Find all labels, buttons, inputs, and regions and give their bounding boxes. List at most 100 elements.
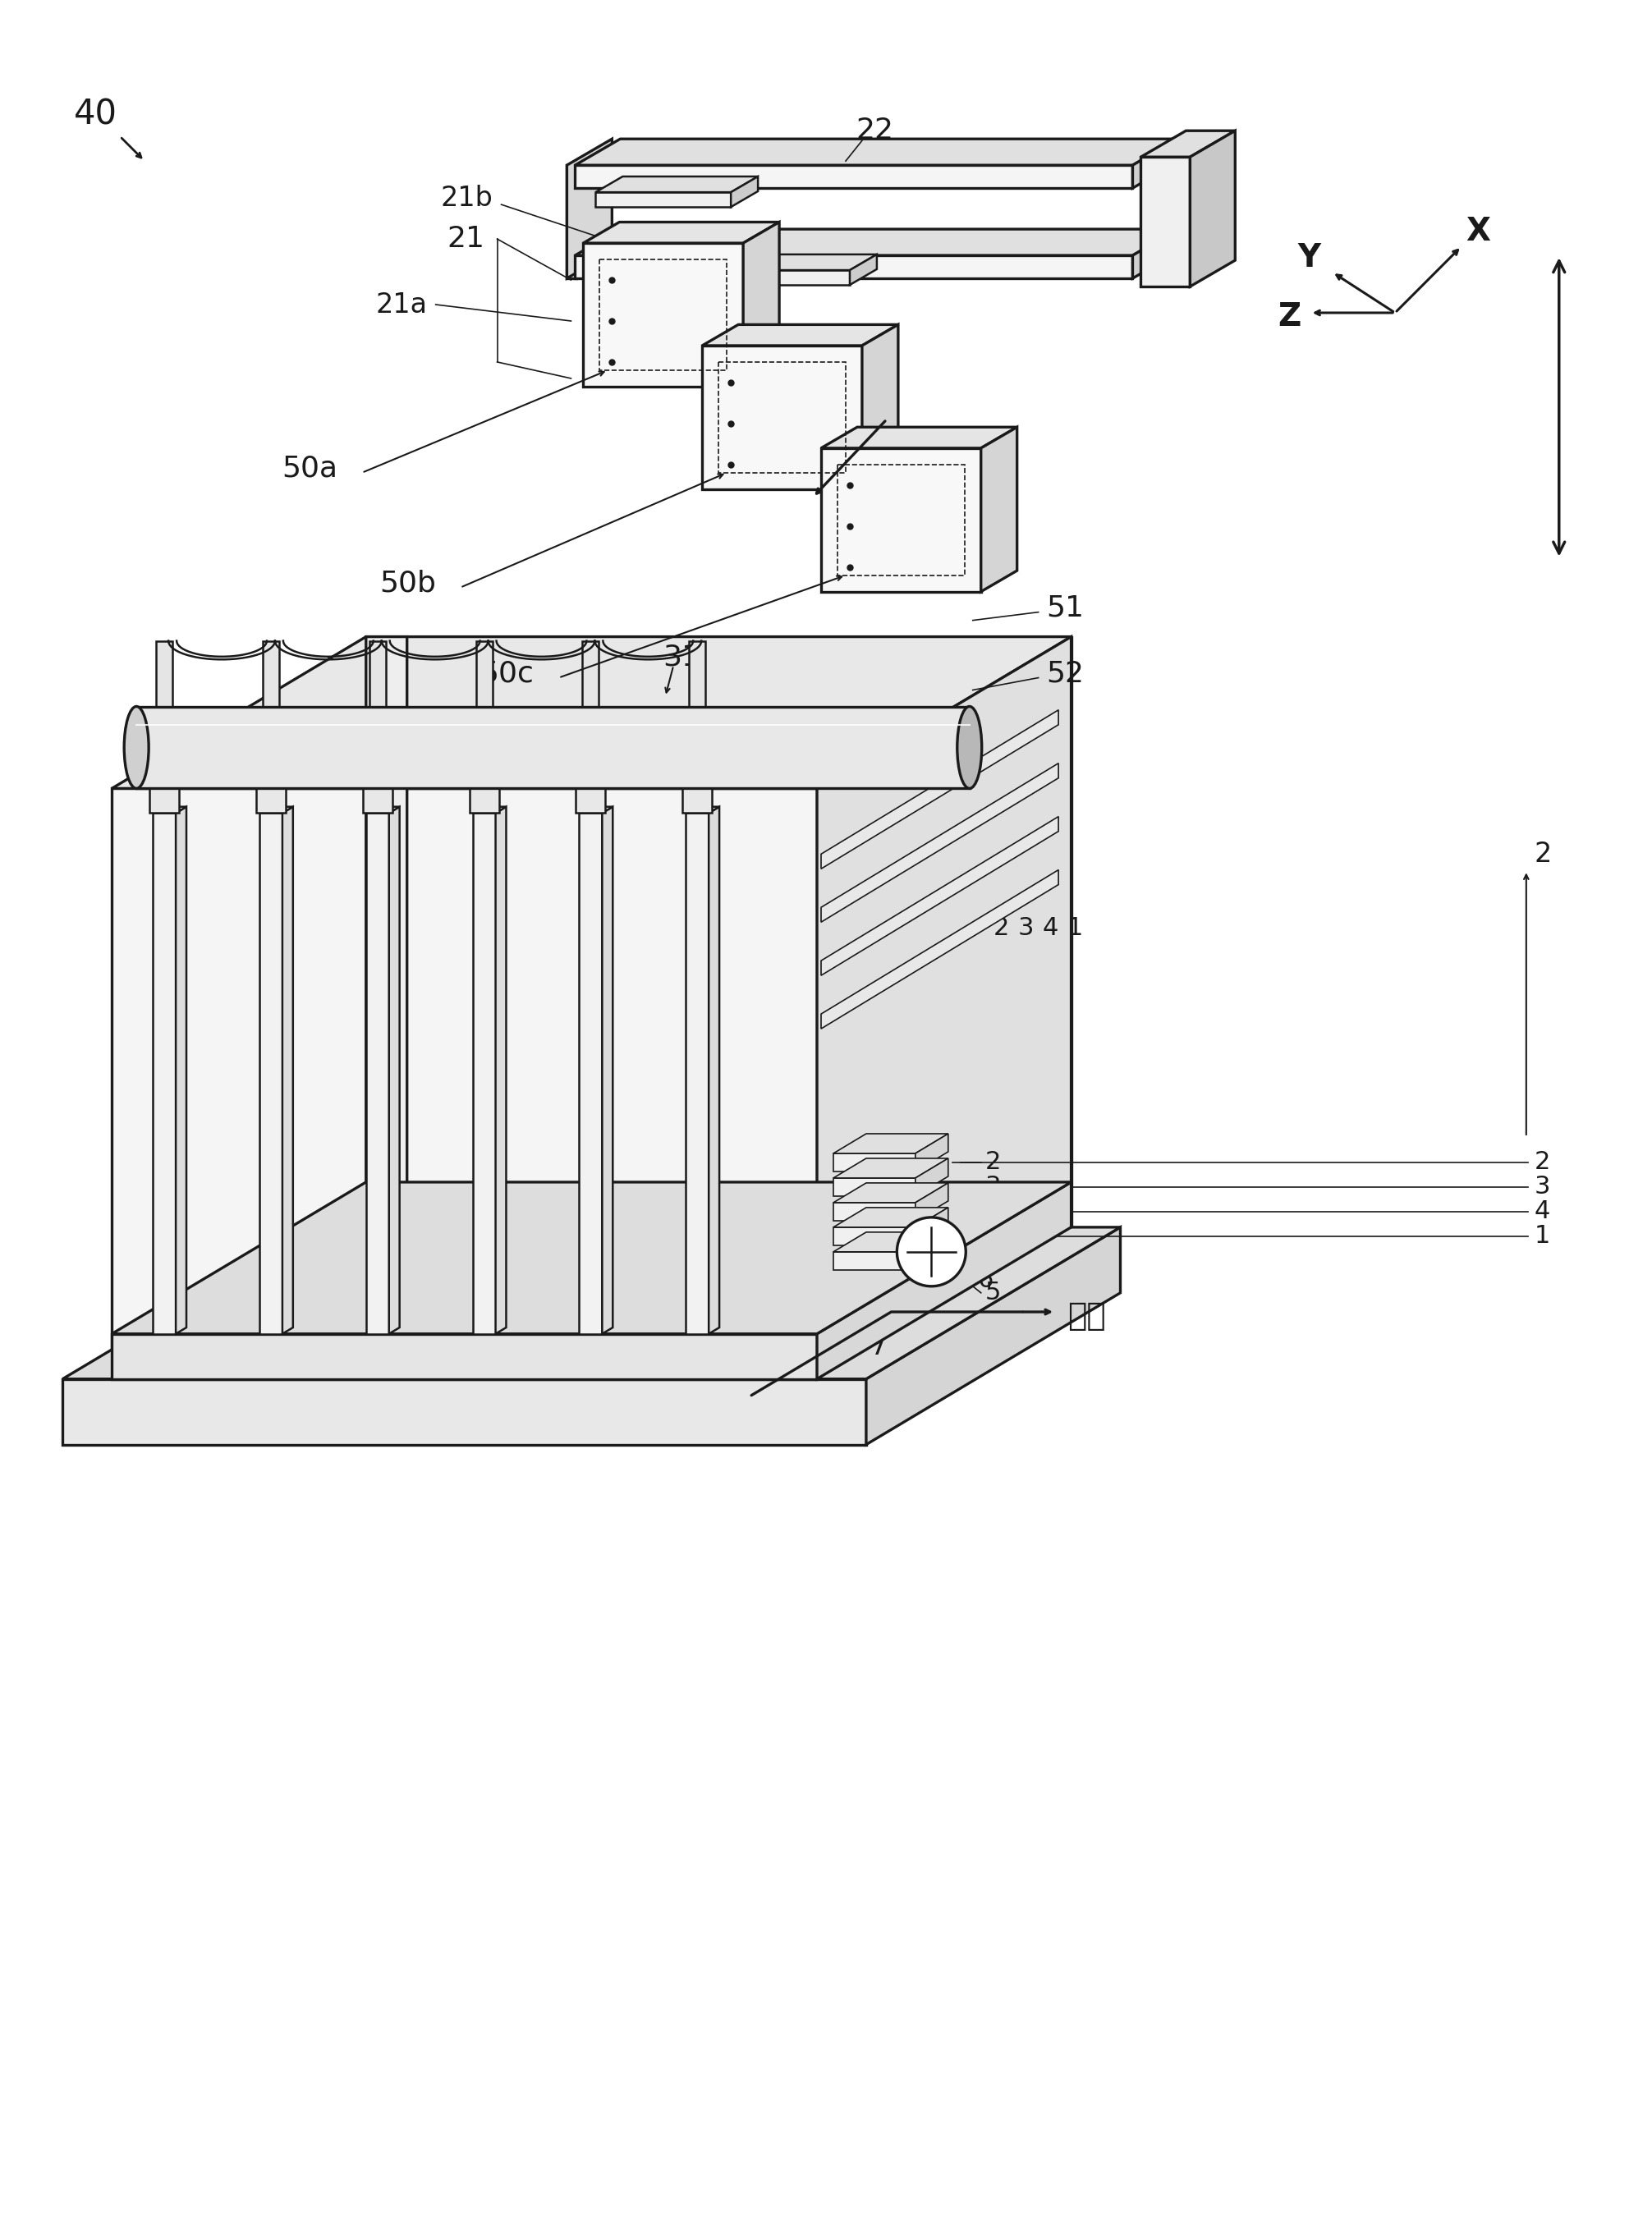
Polygon shape xyxy=(363,788,392,813)
Ellipse shape xyxy=(897,1217,966,1286)
Polygon shape xyxy=(567,165,577,279)
Polygon shape xyxy=(821,764,1059,922)
Text: 2: 2 xyxy=(985,1150,1001,1175)
Text: 21a: 21a xyxy=(375,290,428,317)
Text: Z: Z xyxy=(1279,301,1302,333)
Text: 50b: 50b xyxy=(380,569,436,598)
Polygon shape xyxy=(282,806,292,1333)
Polygon shape xyxy=(833,1179,915,1197)
Text: 3: 3 xyxy=(1535,1175,1551,1199)
Polygon shape xyxy=(821,427,1018,449)
Text: 4: 4 xyxy=(1042,916,1059,940)
Polygon shape xyxy=(367,636,1070,1228)
Text: A: A xyxy=(998,469,1014,493)
Polygon shape xyxy=(367,813,388,1333)
Polygon shape xyxy=(154,813,175,1333)
Text: 1: 1 xyxy=(1535,1224,1550,1248)
Polygon shape xyxy=(709,806,719,1333)
Text: 3: 3 xyxy=(985,1175,1001,1199)
Text: 52: 52 xyxy=(1047,659,1084,688)
Polygon shape xyxy=(575,165,1133,188)
Text: 2: 2 xyxy=(1535,840,1551,869)
Polygon shape xyxy=(154,806,187,813)
Polygon shape xyxy=(583,641,600,788)
Polygon shape xyxy=(596,192,730,208)
Polygon shape xyxy=(1133,230,1178,279)
Polygon shape xyxy=(682,788,712,813)
Polygon shape xyxy=(577,788,605,813)
Polygon shape xyxy=(821,449,981,592)
Polygon shape xyxy=(821,817,1059,976)
Text: 排出: 排出 xyxy=(1067,1300,1105,1331)
Polygon shape xyxy=(263,641,279,788)
Polygon shape xyxy=(112,1181,1070,1333)
Polygon shape xyxy=(833,1183,948,1204)
Polygon shape xyxy=(714,270,849,286)
Polygon shape xyxy=(833,1204,915,1221)
Text: 2: 2 xyxy=(993,916,1009,940)
Polygon shape xyxy=(175,806,187,1333)
Text: 31: 31 xyxy=(662,643,700,672)
Polygon shape xyxy=(818,1181,1070,1380)
Polygon shape xyxy=(575,230,1178,255)
Text: 3: 3 xyxy=(1018,916,1034,940)
Text: 50c: 50c xyxy=(481,659,534,688)
Polygon shape xyxy=(821,710,1059,869)
Polygon shape xyxy=(849,255,877,286)
Polygon shape xyxy=(137,706,970,788)
Polygon shape xyxy=(1189,132,1236,286)
Polygon shape xyxy=(575,138,1178,165)
Polygon shape xyxy=(580,813,603,1333)
Polygon shape xyxy=(259,806,292,813)
Polygon shape xyxy=(472,813,496,1333)
Text: 4: 4 xyxy=(985,1199,1001,1224)
Text: 50a: 50a xyxy=(281,456,337,482)
Polygon shape xyxy=(155,641,172,788)
Polygon shape xyxy=(833,1134,948,1154)
Polygon shape xyxy=(833,1154,915,1172)
Polygon shape xyxy=(818,636,1070,1380)
Polygon shape xyxy=(702,324,899,346)
Text: 51: 51 xyxy=(1047,594,1084,623)
Text: 2: 2 xyxy=(1535,1150,1550,1175)
Polygon shape xyxy=(476,641,492,788)
Polygon shape xyxy=(583,243,743,386)
Polygon shape xyxy=(112,1333,818,1380)
Polygon shape xyxy=(981,427,1018,592)
Polygon shape xyxy=(915,1159,948,1197)
Polygon shape xyxy=(469,788,499,813)
Ellipse shape xyxy=(124,706,149,788)
Text: 5: 5 xyxy=(985,1282,1001,1304)
Polygon shape xyxy=(367,806,400,813)
Polygon shape xyxy=(821,871,1059,1029)
Text: 7: 7 xyxy=(869,1333,887,1360)
Polygon shape xyxy=(915,1208,948,1246)
Polygon shape xyxy=(915,1183,948,1221)
Polygon shape xyxy=(370,641,385,788)
Polygon shape xyxy=(150,788,178,813)
Polygon shape xyxy=(686,813,709,1333)
Text: 22: 22 xyxy=(856,116,894,145)
Polygon shape xyxy=(112,636,1070,788)
Polygon shape xyxy=(367,636,406,1228)
Ellipse shape xyxy=(957,706,981,788)
Polygon shape xyxy=(833,1159,948,1179)
Polygon shape xyxy=(580,806,613,813)
Polygon shape xyxy=(702,346,862,489)
Polygon shape xyxy=(915,1134,948,1172)
Polygon shape xyxy=(112,788,818,1380)
Polygon shape xyxy=(915,1233,948,1271)
Text: 6: 6 xyxy=(978,1268,995,1293)
Polygon shape xyxy=(686,806,719,813)
Text: 21b: 21b xyxy=(441,185,492,212)
Text: X: X xyxy=(1465,217,1490,248)
Polygon shape xyxy=(596,176,758,192)
Polygon shape xyxy=(743,221,780,386)
Polygon shape xyxy=(862,324,899,489)
Text: 32: 32 xyxy=(1006,1221,1044,1250)
Polygon shape xyxy=(256,788,286,813)
Polygon shape xyxy=(730,176,758,208)
Polygon shape xyxy=(1142,132,1236,156)
Polygon shape xyxy=(833,1253,915,1271)
Text: Y: Y xyxy=(1298,241,1322,272)
